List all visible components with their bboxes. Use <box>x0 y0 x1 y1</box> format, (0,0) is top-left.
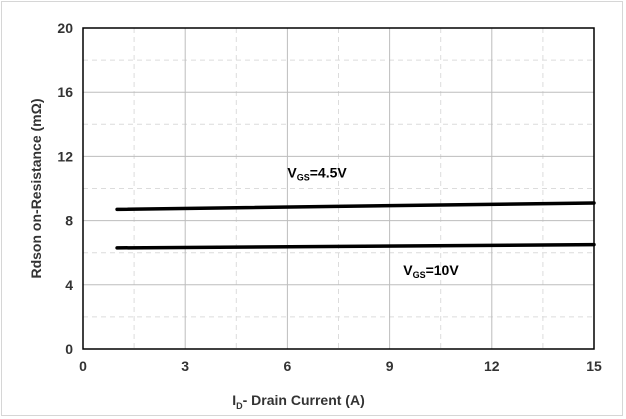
x-tick-label: 15 <box>586 358 602 374</box>
series-label-main: V <box>403 262 413 278</box>
series-label-rest: =10V <box>426 262 460 278</box>
series-label-sub: GS <box>297 172 310 182</box>
y-tick-label: 4 <box>65 277 73 293</box>
x-axis-title: ID- Drain Current (A) <box>232 392 365 411</box>
series-label-rest: =4.5V <box>310 164 348 180</box>
y-axis-title: Rdson on-Resistance (mΩ) <box>28 98 44 278</box>
plot-area-border <box>82 27 595 350</box>
series-label-main: V <box>287 164 297 180</box>
series-line-0 <box>115 201 596 212</box>
y-tick-label: 16 <box>57 84 73 100</box>
series-label-0: VGS=4.5V <box>287 164 347 182</box>
series-line-1 <box>115 242 596 250</box>
y-tick-label: 8 <box>65 213 73 229</box>
x-axis-title-rest: - Drain Current (A) <box>243 392 365 408</box>
x-axis-title-sub: D <box>236 401 243 411</box>
x-tick-label: 9 <box>386 358 394 374</box>
series-label-sub: GS <box>413 270 426 280</box>
x-tick-label: 0 <box>79 358 87 374</box>
y-tick-label: 12 <box>57 148 73 164</box>
x-tick-label: 3 <box>181 358 189 374</box>
x-tick-label: 12 <box>484 358 500 374</box>
y-tick-label: 0 <box>65 341 73 357</box>
series-label-1: VGS=10V <box>403 262 459 280</box>
x-axis-title-main: I <box>232 392 236 408</box>
x-tick-label: 6 <box>284 358 292 374</box>
y-tick-label: 20 <box>57 20 73 36</box>
